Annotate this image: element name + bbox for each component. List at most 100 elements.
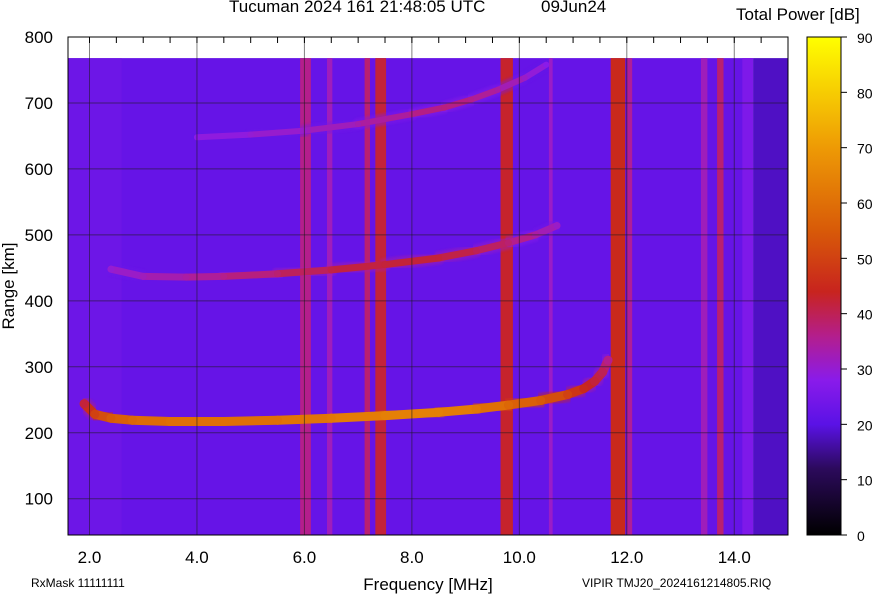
- chart-title: Tucuman 2024 161 21:48:05 UTC: [229, 0, 486, 16]
- x-tick-label: 14.0: [718, 548, 751, 567]
- trace-point: [553, 222, 561, 230]
- colorbar-tick-label: 10: [857, 473, 873, 489]
- x-tick-label: 10.0: [503, 548, 536, 567]
- interference-band: [717, 58, 724, 535]
- trace-point: [247, 131, 254, 138]
- chart-date: 09Jun24: [541, 0, 607, 16]
- trace-point: [563, 390, 573, 400]
- trace-segment: [220, 270, 282, 280]
- high-frequency-edge: [753, 58, 788, 535]
- y-axis-label: Range [km]: [0, 243, 18, 330]
- trace-point: [543, 61, 550, 68]
- trace-segment: [441, 96, 474, 111]
- colorbar-tick-label: 30: [857, 362, 873, 378]
- filename-label: VIPIR TMJ20_2024161214805.RIQ: [582, 576, 772, 590]
- interference-band: [500, 58, 513, 535]
- interference-band: [548, 58, 553, 535]
- plot-data-area: [68, 58, 788, 535]
- x-tick-label: 4.0: [185, 548, 209, 567]
- y-tick-label: 700: [25, 94, 53, 113]
- x-tick-label: 12.0: [610, 548, 643, 567]
- trace-point: [471, 404, 481, 414]
- trace-segment: [219, 415, 283, 427]
- trace-segment: [494, 74, 528, 93]
- trace-segment: [531, 222, 561, 239]
- interference-band: [742, 58, 754, 535]
- colorbar: [806, 36, 842, 536]
- trace-segment: [435, 247, 480, 262]
- colorbar-tick-label: 40: [857, 307, 873, 323]
- trace-point: [441, 104, 448, 111]
- trace-segment: [247, 127, 308, 138]
- trace-segment: [355, 111, 415, 128]
- noise-background: [68, 58, 754, 535]
- y-tick-label: 100: [25, 490, 53, 509]
- interference-band: [300, 58, 311, 535]
- trace-point: [90, 409, 100, 419]
- low-frequency-noise: [68, 58, 122, 535]
- trace-point: [107, 265, 115, 273]
- trace-point: [603, 355, 613, 365]
- colorbar-title: Total Power [dB]: [736, 5, 860, 24]
- trace-point: [220, 272, 228, 280]
- interference-band: [326, 58, 333, 535]
- colorbar-tick-label: 90: [857, 30, 873, 46]
- y-tick-label: 600: [25, 160, 53, 179]
- y-tick-label: 800: [25, 28, 53, 47]
- colorbar-tick-label: 70: [857, 141, 873, 157]
- trace-point: [435, 254, 443, 262]
- trace-segment: [193, 131, 254, 141]
- trace-point: [327, 266, 335, 274]
- trace-point: [434, 407, 444, 417]
- colorbar-tick-label: 50: [857, 251, 873, 267]
- trace-segment: [139, 272, 190, 281]
- trace-segment: [434, 404, 481, 417]
- trace-point: [106, 413, 116, 423]
- trace-segment: [127, 415, 175, 427]
- trace-point: [494, 86, 501, 93]
- interference-band: [364, 58, 370, 535]
- x-tick-label: 2.0: [78, 548, 102, 567]
- trace-segment: [107, 265, 147, 280]
- trace-point: [504, 400, 514, 410]
- interference-band: [700, 58, 708, 535]
- trace-segment: [182, 272, 228, 281]
- trace-segment: [326, 411, 390, 423]
- trace-point: [579, 384, 589, 394]
- trace-point: [598, 367, 608, 377]
- colorbar-tick-label: 80: [857, 85, 873, 101]
- trace-segment: [536, 390, 573, 405]
- rxmask-label: RxMask 11111111: [31, 576, 125, 590]
- trace-segment: [301, 121, 362, 134]
- trace-point: [127, 415, 137, 425]
- trace-point: [355, 121, 362, 128]
- trace-segment: [327, 261, 389, 274]
- colorbar-tick-label: 60: [857, 196, 873, 212]
- y-axis-ticks: 100 200 300 400 500 600 700 800: [25, 28, 53, 509]
- y-tick-label: 400: [25, 292, 53, 311]
- trace-point: [521, 74, 528, 81]
- trace-segment: [472, 239, 513, 255]
- x-axis-ticks: 2.0 4.0 6.0 8.0 10.0 12.0 14.0: [78, 548, 751, 567]
- trace-segment: [467, 86, 501, 103]
- trace-point: [381, 261, 389, 269]
- x-axis-label: Frequency [MHz]: [363, 575, 492, 594]
- trace-point: [536, 395, 546, 405]
- trace-point: [165, 417, 175, 427]
- trace-point: [467, 96, 474, 103]
- trace-point: [182, 273, 190, 281]
- colorbar-tick-label: 20: [857, 417, 873, 433]
- interference-band: [375, 58, 387, 535]
- y-tick-label: 300: [25, 358, 53, 377]
- trace-point: [380, 411, 390, 421]
- trace-point: [219, 417, 229, 427]
- colorbar-tick-label: 0: [857, 528, 865, 544]
- trace-point: [79, 399, 89, 409]
- trace-point: [274, 270, 282, 278]
- plot-border: [67, 36, 789, 536]
- trace-segment: [504, 395, 546, 410]
- trace-segment: [521, 61, 550, 81]
- trace-point: [326, 413, 336, 423]
- y-tick-label: 500: [25, 226, 53, 245]
- x-tick-label: 8.0: [400, 548, 424, 567]
